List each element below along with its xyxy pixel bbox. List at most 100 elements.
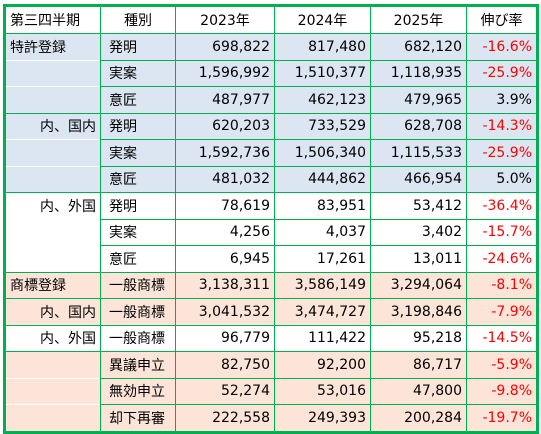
cell-y2024[interactable]: 1,506,340 xyxy=(274,139,371,167)
spreadsheet-view: 第三四半期 種別 2023年 2024年 2025年 伸び率 特許登録 発明 698… xyxy=(3,4,539,434)
row-kind[interactable]: 一般商標 xyxy=(100,271,176,299)
cell-growth-rate[interactable]: -9.8% xyxy=(466,377,538,405)
cell-y2024[interactable]: 17,261 xyxy=(274,245,371,273)
cell-y2024[interactable]: 1,510,377 xyxy=(274,59,371,87)
row-kind[interactable]: 発明 xyxy=(100,192,176,220)
cell-growth-rate[interactable]: -15.7% xyxy=(466,218,538,246)
row-group-label[interactable]: 商標登録 xyxy=(4,271,101,299)
cell-y2025[interactable]: 628,708 xyxy=(370,112,467,140)
row-group-label[interactable] xyxy=(4,139,101,166)
cell-y2024[interactable]: 111,422 xyxy=(274,324,371,352)
cell-growth-rate[interactable]: -16.6% xyxy=(466,33,538,61)
cell-y2025[interactable]: 86,717 xyxy=(370,351,467,379)
row-kind[interactable]: 発明 xyxy=(100,33,176,61)
header-growth-rate[interactable]: 伸び率 xyxy=(466,5,538,34)
row-group-label[interactable]: 内、国内 xyxy=(4,112,101,140)
cell-y2024[interactable]: 733,529 xyxy=(274,112,371,140)
row-group-label[interactable] xyxy=(4,245,101,273)
cell-y2024[interactable]: 249,393 xyxy=(274,404,371,433)
row-group-label[interactable] xyxy=(4,166,101,193)
cell-growth-rate[interactable]: -24.6% xyxy=(466,245,538,273)
cell-growth-rate[interactable]: -25.9% xyxy=(466,139,538,167)
cell-y2024[interactable]: 53,016 xyxy=(274,377,371,405)
cell-y2024[interactable]: 3,586,149 xyxy=(274,271,371,299)
row-group-label[interactable]: 内、外国 xyxy=(4,192,101,219)
cell-growth-rate[interactable]: -7.9% xyxy=(466,298,538,326)
cell-y2025[interactable]: 479,965 xyxy=(370,86,467,114)
row-group-label[interactable] xyxy=(4,351,101,378)
cell-growth-rate[interactable]: -8.1% xyxy=(466,271,538,299)
cell-y2025[interactable]: 466,954 xyxy=(370,165,467,193)
cell-y2025[interactable]: 13,011 xyxy=(370,245,467,273)
cell-y2025[interactable]: 3,294,064 xyxy=(370,271,467,299)
row-group-label[interactable]: 特許登録 xyxy=(4,33,101,60)
cell-y2023[interactable]: 620,203 xyxy=(175,112,275,140)
row-group-label[interactable] xyxy=(4,378,101,405)
header-kind[interactable]: 種別 xyxy=(100,5,176,34)
cell-y2025[interactable]: 3,402 xyxy=(370,218,467,246)
cell-y2025[interactable]: 682,120 xyxy=(370,33,467,61)
cell-y2025[interactable]: 53,412 xyxy=(370,192,467,220)
row-kind[interactable]: 意匠 xyxy=(100,165,176,193)
cell-growth-rate[interactable]: 5.0% xyxy=(466,165,538,193)
header-quarter[interactable]: 第三四半期 xyxy=(4,5,101,34)
cell-growth-rate[interactable]: -14.3% xyxy=(466,112,538,140)
cell-y2023[interactable]: 52,274 xyxy=(175,377,275,405)
cell-growth-rate[interactable]: 3.9% xyxy=(466,86,538,114)
cell-y2023[interactable]: 698,822 xyxy=(175,33,275,61)
row-group-label[interactable]: 内、外国 xyxy=(4,324,101,352)
header-2023[interactable]: 2023年 xyxy=(175,5,275,34)
cell-y2023[interactable]: 96,779 xyxy=(175,324,275,352)
row-group-label[interactable]: 内、国内 xyxy=(4,298,101,326)
cell-y2023[interactable]: 3,138,311 xyxy=(175,271,275,299)
cell-growth-rate[interactable]: -5.9% xyxy=(466,351,538,379)
cell-y2023[interactable]: 78,619 xyxy=(175,192,275,220)
row-kind[interactable]: 却下再審 xyxy=(100,404,176,433)
row-kind[interactable]: 実案 xyxy=(100,139,176,167)
table-row: 意匠 6,945 17,261 13,011 -24.6% xyxy=(4,245,538,273)
row-kind[interactable]: 実案 xyxy=(100,218,176,246)
row-kind[interactable]: 一般商標 xyxy=(100,298,176,326)
table-row: 意匠 487,977 462,123 479,965 3.9% xyxy=(4,86,538,114)
cell-growth-rate[interactable]: -25.9% xyxy=(466,59,538,87)
cell-y2023[interactable]: 6,945 xyxy=(175,245,275,273)
cell-y2023[interactable]: 4,256 xyxy=(175,218,275,246)
row-kind[interactable]: 意匠 xyxy=(100,245,176,273)
cell-y2025[interactable]: 47,800 xyxy=(370,377,467,405)
cell-y2024[interactable]: 4,037 xyxy=(274,218,371,246)
cell-y2025[interactable]: 200,284 xyxy=(370,404,467,433)
row-kind[interactable]: 意匠 xyxy=(100,86,176,114)
cell-y2024[interactable]: 462,123 xyxy=(274,86,371,114)
cell-y2023[interactable]: 82,750 xyxy=(175,351,275,379)
row-kind[interactable]: 異議申立 xyxy=(100,351,176,379)
row-group-label[interactable] xyxy=(4,60,101,87)
row-kind[interactable]: 無効申立 xyxy=(100,377,176,405)
cell-y2023[interactable]: 222,558 xyxy=(175,404,275,433)
cell-y2025[interactable]: 1,118,935 xyxy=(370,59,467,87)
cell-y2024[interactable]: 817,480 xyxy=(274,33,371,61)
cell-y2024[interactable]: 92,200 xyxy=(274,351,371,379)
cell-growth-rate[interactable]: -19.7% xyxy=(466,404,538,433)
statistics-table: 第三四半期 種別 2023年 2024年 2025年 伸び率 特許登録 発明 698… xyxy=(3,4,539,434)
cell-growth-rate[interactable]: -14.5% xyxy=(466,324,538,352)
cell-y2025[interactable]: 1,115,533 xyxy=(370,139,467,167)
cell-y2024[interactable]: 444,862 xyxy=(274,165,371,193)
cell-y2025[interactable]: 3,198,846 xyxy=(370,298,467,326)
cell-y2023[interactable]: 1,596,992 xyxy=(175,59,275,87)
row-group-label[interactable] xyxy=(4,86,101,114)
header-2024[interactable]: 2024年 xyxy=(274,5,371,34)
cell-y2024[interactable]: 3,474,727 xyxy=(274,298,371,326)
cell-y2024[interactable]: 83,951 xyxy=(274,192,371,220)
header-2025[interactable]: 2025年 xyxy=(370,5,467,34)
row-kind[interactable]: 一般商標 xyxy=(100,324,176,352)
cell-y2023[interactable]: 487,977 xyxy=(175,86,275,114)
cell-y2023[interactable]: 1,592,736 xyxy=(175,139,275,167)
row-group-label[interactable] xyxy=(4,219,101,246)
cell-y2023[interactable]: 481,032 xyxy=(175,165,275,193)
row-kind[interactable]: 発明 xyxy=(100,112,176,140)
cell-y2025[interactable]: 95,218 xyxy=(370,324,467,352)
cell-growth-rate[interactable]: -36.4% xyxy=(466,192,538,220)
row-group-label[interactable] xyxy=(4,404,101,433)
row-kind[interactable]: 実案 xyxy=(100,59,176,87)
cell-y2023[interactable]: 3,041,532 xyxy=(175,298,275,326)
